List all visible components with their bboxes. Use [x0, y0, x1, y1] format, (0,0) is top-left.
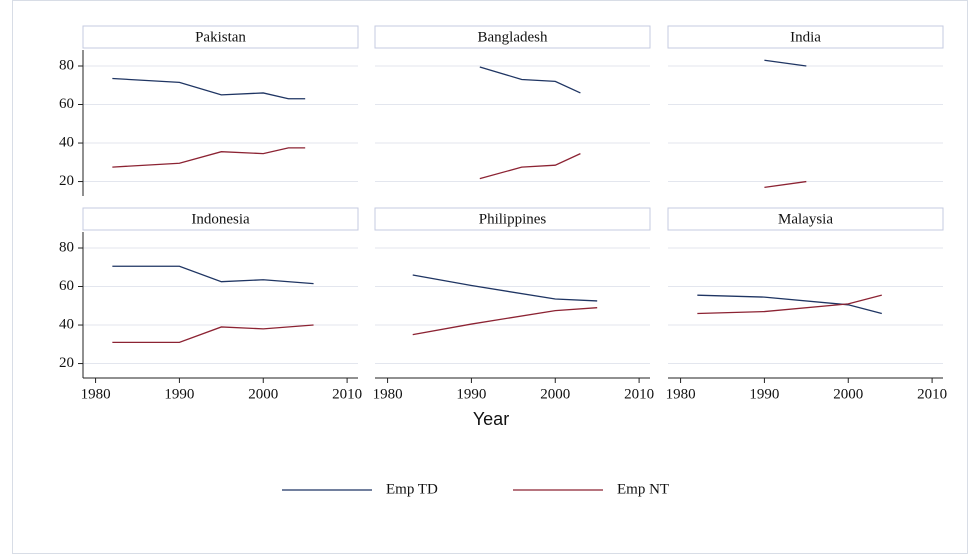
panel-header	[82, 25, 359, 49]
panel-title: Indonesia	[191, 211, 250, 227]
x-tick-label: 1980	[666, 386, 696, 402]
y-tick-label: 60	[59, 278, 74, 294]
series-line	[697, 294, 882, 315]
series-line	[764, 180, 807, 188]
x-axis-title: Year	[473, 409, 509, 429]
series-line	[412, 274, 598, 302]
panel-header	[667, 207, 944, 231]
x-tick-label: 2010	[917, 386, 947, 402]
series-line	[697, 294, 882, 315]
series-line	[479, 153, 581, 180]
panel-title: Pakistan	[195, 29, 246, 45]
series-line	[112, 77, 306, 100]
series-line	[112, 265, 314, 285]
y-tick-label: 60	[59, 96, 74, 112]
panel-header	[374, 25, 651, 49]
x-tick-label: 1990	[456, 386, 486, 402]
legend-label: Emp NT	[617, 481, 669, 497]
y-tick-label: 20	[59, 355, 74, 371]
series-line	[764, 59, 807, 67]
series-line	[112, 147, 306, 168]
y-tick-label: 80	[59, 239, 74, 255]
frame	[12, 0, 968, 554]
x-tick-label: 2000	[248, 386, 278, 402]
x-tick-label: 1990	[749, 386, 779, 402]
x-tick-label: 2000	[833, 386, 863, 402]
panel-header	[374, 207, 651, 231]
y-tick-label: 80	[59, 57, 74, 73]
x-tick-label: 1990	[164, 386, 194, 402]
panel-header	[667, 25, 944, 49]
x-tick-label: 1980	[81, 386, 111, 402]
x-tick-label: 1980	[373, 386, 403, 402]
y-tick-label: 40	[59, 316, 74, 332]
panel-header	[82, 207, 359, 231]
series-line	[479, 66, 581, 94]
y-tick-label: 40	[59, 134, 74, 150]
series-line	[412, 307, 598, 336]
x-tick-label: 2010	[624, 386, 654, 402]
panel-title: Philippines	[479, 211, 547, 227]
legend-label: Emp TD	[386, 481, 438, 497]
y-tick-label: 20	[59, 173, 74, 189]
x-tick-label: 2010	[332, 386, 362, 402]
x-tick-label: 2000	[540, 386, 570, 402]
series-line	[112, 324, 314, 344]
panel-title: India	[790, 29, 821, 45]
panel-title: Malaysia	[778, 211, 833, 227]
panel-title: Bangladesh	[478, 29, 548, 45]
